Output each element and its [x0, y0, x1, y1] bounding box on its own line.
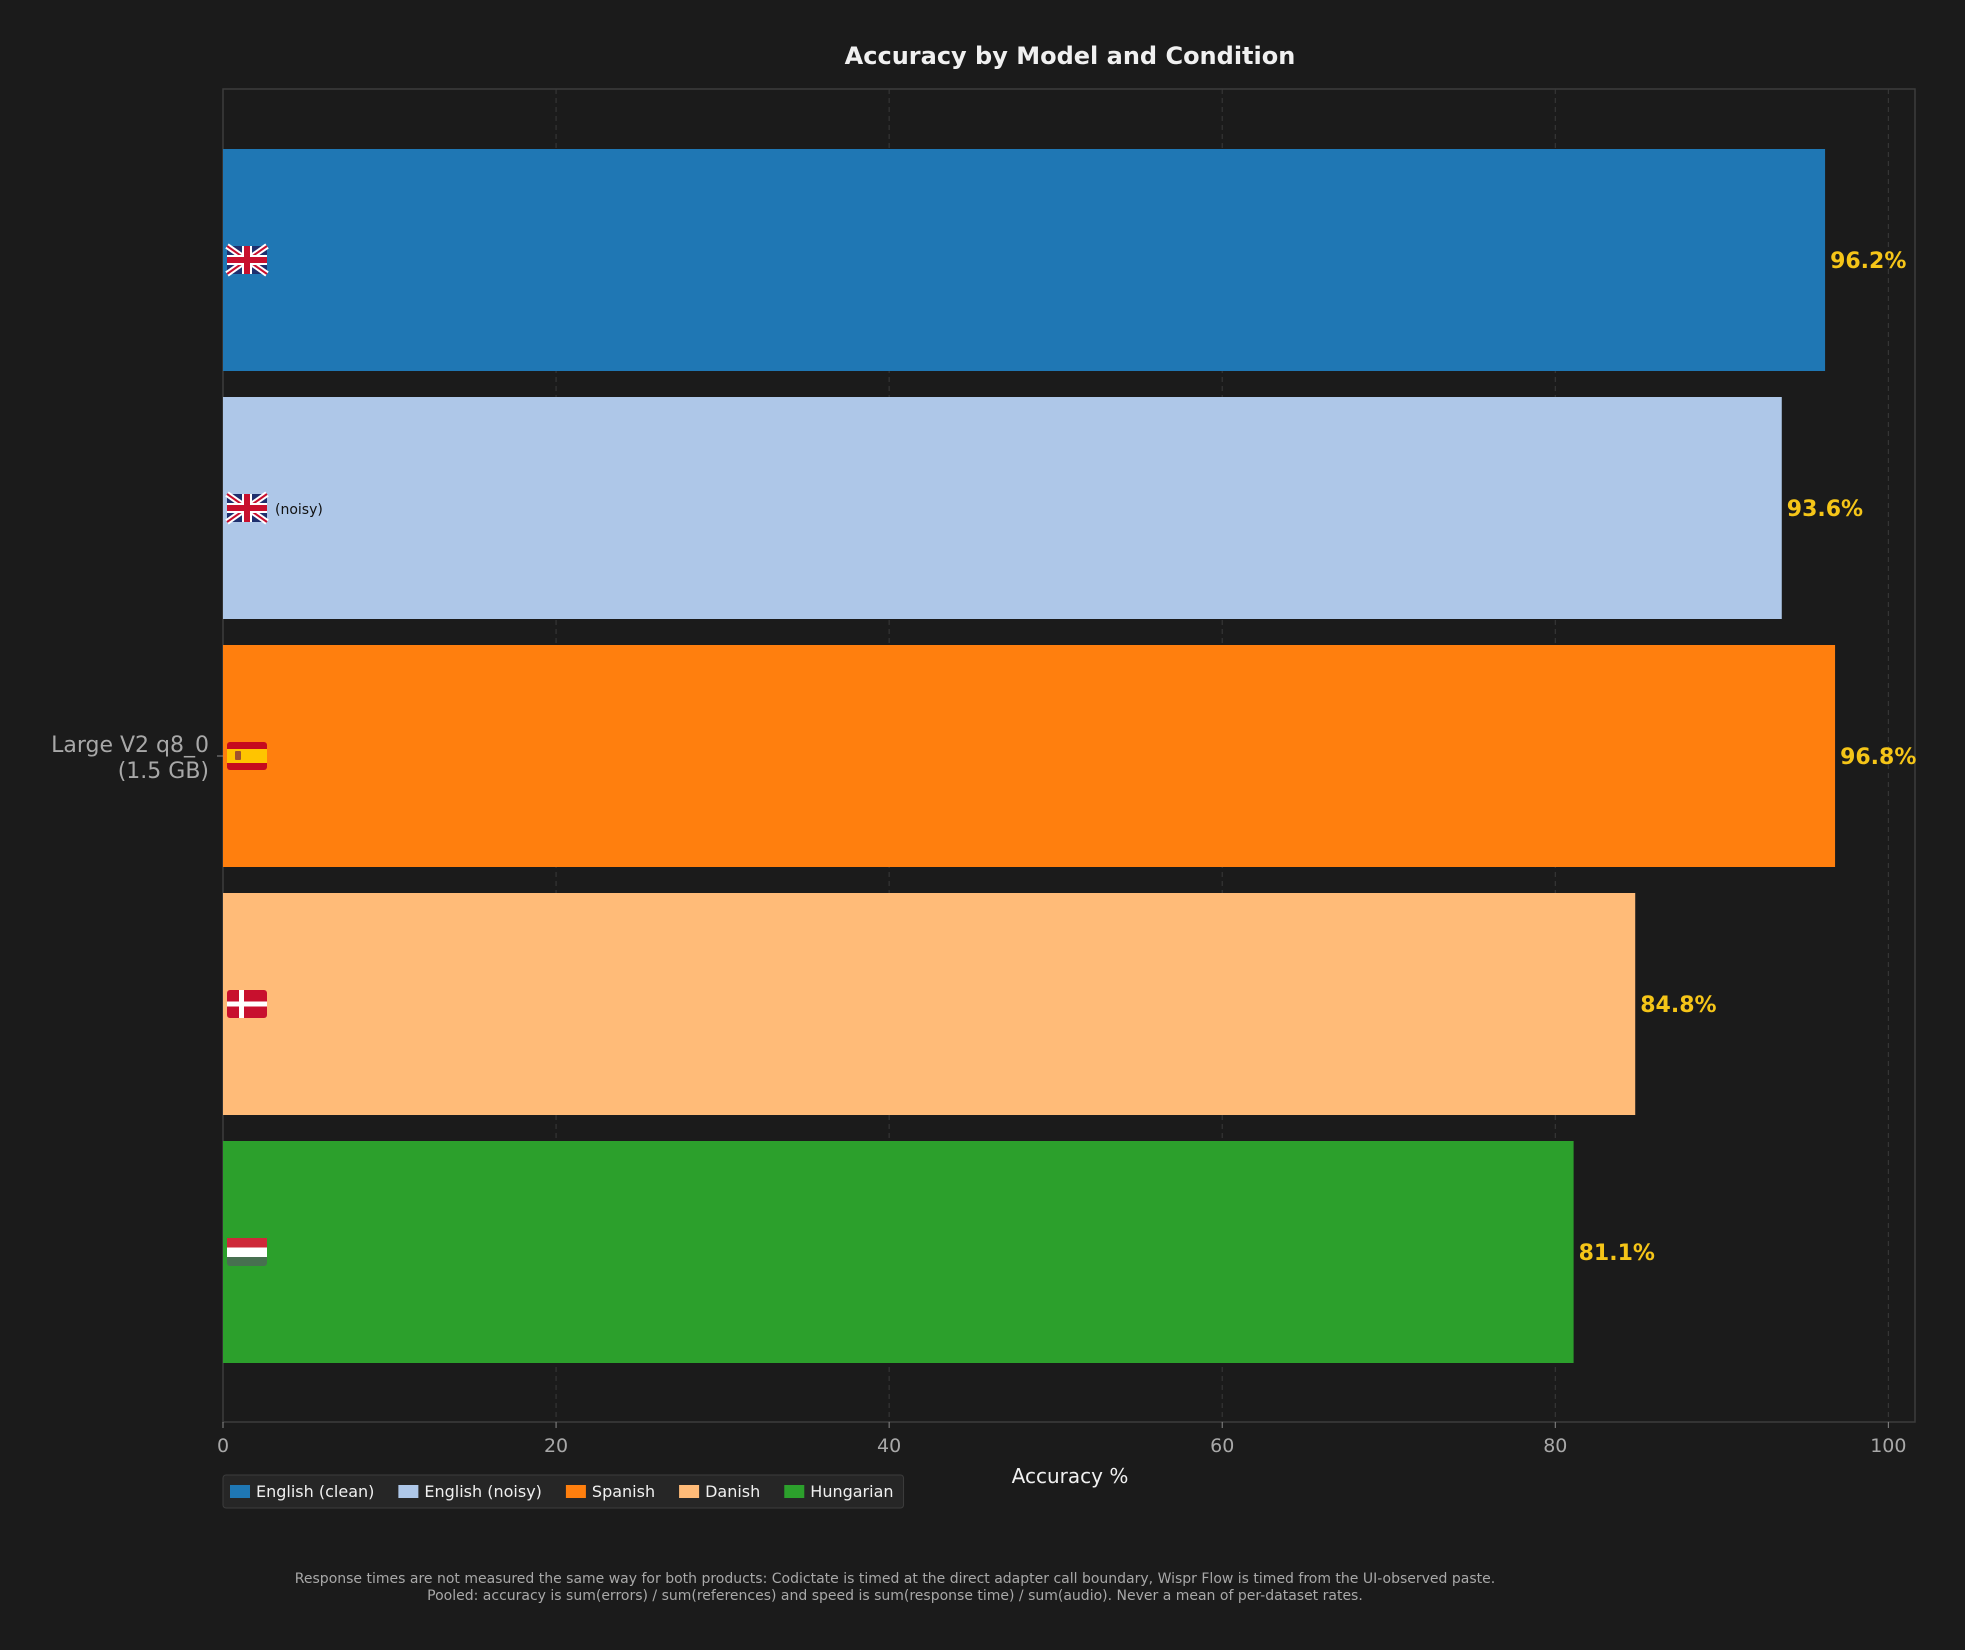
bar [223, 149, 1826, 371]
footnote-line-2: Pooled: accuracy is sum(errors) / sum(re… [427, 1588, 1363, 1604]
footnote-line-1: Response times are not measured the same… [294, 1571, 1496, 1587]
legend-swatch [679, 1485, 700, 1498]
bar [223, 645, 1836, 867]
flag-hu-icon [227, 1238, 267, 1266]
x-tick-label: 0 [217, 1435, 229, 1457]
y-tick-label: Large V2 q8_0 [51, 733, 209, 758]
flag-uk-icon [225, 491, 269, 525]
x-axis-label: Accuracy % [1012, 1464, 1129, 1488]
flag-stripe [227, 1238, 267, 1248]
legend: English (clean) English (noisy) Spanish Dan… [222, 1474, 905, 1509]
flag-cross [227, 1001, 267, 1007]
legend-entry-label: English (clean) [256, 1482, 374, 1501]
flag-es-icon [227, 742, 267, 770]
bar-group-spanish: 96.8% [223, 645, 1916, 867]
legend-entry-label: Hungarian [810, 1482, 893, 1501]
bar-value-label: 84.8% [1640, 993, 1716, 1018]
x-tick-label: 40 [877, 1435, 901, 1457]
y-axis: Large V2 q8_0(1.5 GB) [51, 733, 223, 784]
bar [223, 893, 1636, 1115]
bar [223, 1141, 1574, 1363]
flag-cross-red [244, 246, 250, 274]
legend-box [222, 1474, 905, 1509]
legend-entry-label: English (noisy) [424, 1482, 542, 1501]
legend-entry-label: Spanish [592, 1482, 655, 1501]
bar-group-hungarian: 81.1% [223, 1141, 1655, 1363]
legend-entry-label: Danish [705, 1482, 760, 1501]
x-tick-label: 20 [544, 1435, 568, 1457]
legend-swatch [230, 1485, 250, 1498]
flag-stripe [227, 1247, 267, 1257]
bars-group: 96.2% (noisy) 93.6% 96.8% 84.8% 81.1% [223, 149, 1916, 1363]
chart-title: Accuracy by Model and Condition [845, 42, 1296, 70]
x-tick-label: 80 [1543, 1435, 1567, 1457]
x-tick-label: 100 [1870, 1435, 1906, 1457]
legend-swatch [784, 1485, 805, 1498]
bar-group-danish: 84.8% [223, 893, 1717, 1115]
bar-value-label: 96.2% [1830, 249, 1906, 274]
bar-inline-label: (noisy) [275, 502, 323, 518]
bar-group-english-clean: 96.2% [223, 149, 1906, 371]
flag-cross-red [244, 494, 250, 522]
flag-emblem [235, 751, 241, 760]
x-tick-label: 60 [1210, 1435, 1234, 1457]
x-axis: 0 20 40 60 80 100 [217, 1422, 1906, 1457]
flag-uk-icon [225, 243, 269, 277]
legend-swatch [398, 1485, 419, 1498]
bar-value-label: 81.1% [1579, 1241, 1655, 1266]
y-tick-label: (1.5 GB) [118, 759, 209, 784]
bar [223, 397, 1782, 619]
bar-value-label: 93.6% [1787, 497, 1863, 522]
bar-group-english-noisy: (noisy) 93.6% [223, 397, 1863, 619]
legend-swatch [565, 1485, 586, 1498]
flag-dk-icon [227, 990, 267, 1018]
bar-value-label: 96.8% [1840, 745, 1916, 770]
flag-stripe [227, 749, 267, 763]
